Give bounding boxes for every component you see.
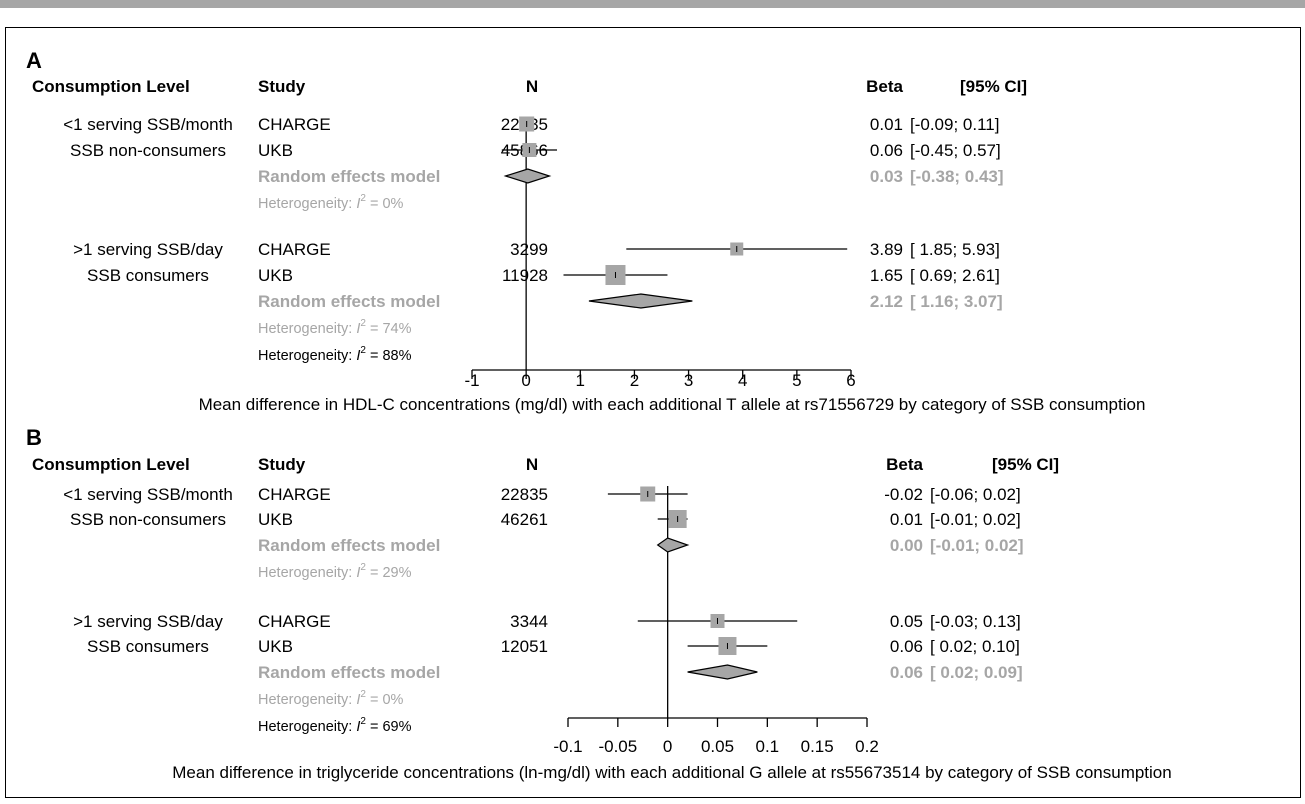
random-effects-label: Random effects model xyxy=(258,536,440,555)
study-name: CHARGE xyxy=(258,485,331,504)
pooled-ci-value: [ 1.16; 3.07] xyxy=(910,292,1003,311)
consumption-level-label: <1 serving SSB/month xyxy=(63,485,233,504)
panel-letter: B xyxy=(26,425,42,450)
ci-value: [ 0.69; 2.61] xyxy=(910,266,1000,285)
x-tick-label: 1 xyxy=(576,371,585,390)
x-tick-label: 0 xyxy=(663,737,672,756)
beta-value: 0.05 xyxy=(890,612,923,631)
random-effects-label: Random effects model xyxy=(258,663,440,682)
study-n: 3299 xyxy=(510,240,548,259)
x-tick-label: 0.05 xyxy=(701,737,734,756)
x-tick-label: 4 xyxy=(738,371,747,390)
ci-value: [-0.45; 0.57] xyxy=(910,141,1001,160)
pooled-estimate-diamond xyxy=(656,537,690,553)
x-tick-label: 0 xyxy=(521,371,530,390)
header-n: N xyxy=(526,77,538,96)
pooled-beta-value: 0.06 xyxy=(890,663,923,682)
beta-value: 0.01 xyxy=(890,510,923,529)
ci-value: [ 1.85; 5.93] xyxy=(910,240,1000,259)
overall-heterogeneity-label: Heterogeneity: I2 = 69% xyxy=(258,716,412,735)
x-tick-label: -0.1 xyxy=(553,737,582,756)
ci-value: [ 0.02; 0.10] xyxy=(930,637,1020,656)
pooled-estimate-diamond xyxy=(503,168,552,184)
x-tick-label: 0.1 xyxy=(756,737,780,756)
x-axis-title: Mean difference in triglyceride concentr… xyxy=(172,763,1171,782)
x-tick-label: -1 xyxy=(464,371,479,390)
ci-value: [-0.01; 0.02] xyxy=(930,510,1021,529)
x-tick-label: 0.2 xyxy=(855,737,879,756)
overall-heterogeneity-label: Heterogeneity: I2 = 88% xyxy=(258,345,412,364)
pooled-estimate-diamond xyxy=(687,664,758,680)
x-tick-label: 6 xyxy=(846,371,855,390)
study-name: CHARGE xyxy=(258,115,331,134)
beta-value: 1.65 xyxy=(870,266,903,285)
header-n: N xyxy=(526,455,538,474)
x-tick-label: 5 xyxy=(792,371,801,390)
study-name: UKB xyxy=(258,637,293,656)
x-axis-title: Mean difference in HDL-C concentrations … xyxy=(199,395,1146,414)
beta-value: 0.06 xyxy=(870,141,903,160)
x-tick-label: 3 xyxy=(684,371,693,390)
consumption-level-label: <1 serving SSB/month xyxy=(63,115,233,134)
study-name: UKB xyxy=(258,510,293,529)
pooled-ci-value: [-0.38; 0.43] xyxy=(910,167,1004,186)
pooled-ci-value: [ 0.02; 0.09] xyxy=(930,663,1023,682)
header-beta: Beta xyxy=(886,455,923,474)
x-tick-label: -0.05 xyxy=(598,737,637,756)
pooled-ci-value: [-0.01; 0.02] xyxy=(930,536,1024,555)
random-effects-label: Random effects model xyxy=(258,167,440,186)
consumption-level-label: >1 serving SSB/day xyxy=(73,240,223,259)
header-study: Study xyxy=(258,455,306,474)
random-effects-label: Random effects model xyxy=(258,292,440,311)
x-tick-label: 2 xyxy=(630,371,639,390)
ci-value: [-0.09; 0.11] xyxy=(910,115,999,134)
pooled-beta-value: 0.03 xyxy=(870,167,903,186)
heterogeneity-label: Heterogeneity: I2 = 0% xyxy=(258,193,404,212)
consumption-level-label: SSB consumers xyxy=(87,266,209,285)
pooled-estimate-diamond xyxy=(588,293,693,309)
beta-value: 3.89 xyxy=(870,240,903,259)
figure-frame xyxy=(5,27,1301,798)
study-name: CHARGE xyxy=(258,240,331,259)
study-name: CHARGE xyxy=(258,612,331,631)
header-ci: [95% CI] xyxy=(960,77,1027,96)
consumption-level-label: SSB consumers xyxy=(87,637,209,656)
study-name: UKB xyxy=(258,141,293,160)
beta-value: -0.02 xyxy=(884,485,923,504)
top-rule xyxy=(0,0,1305,8)
header-consumption-level: Consumption Level xyxy=(32,455,190,474)
heterogeneity-label: Heterogeneity: I2 = 0% xyxy=(258,689,404,708)
study-n: 22835 xyxy=(501,485,548,504)
x-tick-label: 0.15 xyxy=(801,737,834,756)
panel-letter: A xyxy=(26,48,42,73)
beta-value: 0.06 xyxy=(890,637,923,656)
ci-value: [-0.03; 0.13] xyxy=(930,612,1021,631)
heterogeneity-label: Heterogeneity: I2 = 74% xyxy=(258,318,412,337)
pooled-beta-value: 2.12 xyxy=(870,292,903,311)
pooled-beta-value: 0.00 xyxy=(890,536,923,555)
header-study: Study xyxy=(258,77,306,96)
consumption-level-label: SSB non-consumers xyxy=(70,510,226,529)
consumption-level-label: >1 serving SSB/day xyxy=(73,612,223,631)
study-n: 46261 xyxy=(501,510,548,529)
header-ci: [95% CI] xyxy=(992,455,1059,474)
beta-value: 0.01 xyxy=(870,115,903,134)
study-name: UKB xyxy=(258,266,293,285)
header-beta: Beta xyxy=(866,77,903,96)
study-n: 12051 xyxy=(501,637,548,656)
consumption-level-label: SSB non-consumers xyxy=(70,141,226,160)
study-n: 3344 xyxy=(510,612,548,631)
study-n: 11928 xyxy=(502,266,548,285)
ci-value: [-0.06; 0.02] xyxy=(930,485,1021,504)
header-consumption-level: Consumption Level xyxy=(32,77,190,96)
heterogeneity-label: Heterogeneity: I2 = 29% xyxy=(258,562,412,581)
